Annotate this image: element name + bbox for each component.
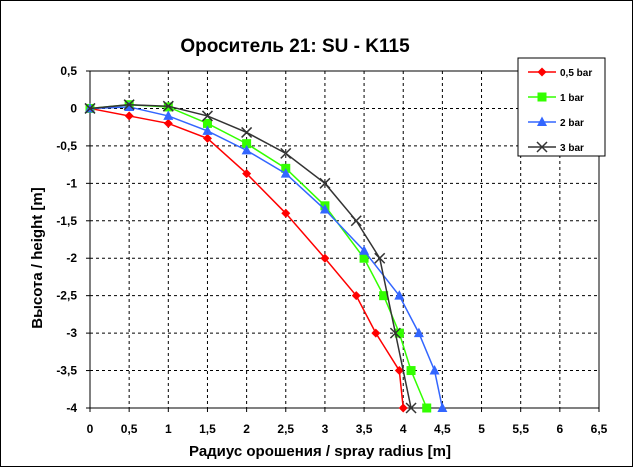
legend-marker: [536, 141, 548, 153]
data-point-0: [398, 403, 408, 413]
x-tick-label: 0: [87, 422, 94, 436]
data-point-0: [371, 328, 381, 338]
data-point-2: [280, 168, 291, 178]
legend-marker: [537, 116, 547, 126]
legend-label: 1 bar: [560, 93, 584, 104]
y-tick-label: -1,5: [56, 214, 77, 228]
data-point-2: [437, 402, 448, 412]
legend-label: 0,5 bar: [560, 68, 592, 79]
series-line-2: [89, 106, 444, 409]
tick-labels: 0 0,5 1 1,5 2 2,5 3 3,5 4 4,5 5 5,5 6 6,5 0,5 0 -0,5 -1 -1…: [56, 64, 607, 436]
data-point-0: [394, 366, 404, 376]
data-point-2: [124, 101, 135, 111]
series-2: [85, 101, 448, 412]
data-point-0: [242, 169, 252, 179]
x-tick-label: 4,5: [434, 422, 451, 436]
data-point-0: [281, 208, 291, 218]
data-point-3: [123, 99, 135, 111]
data-point-1: [202, 118, 212, 128]
data-point-2: [319, 204, 330, 214]
data-point-2: [359, 245, 370, 255]
data-point-1: [422, 403, 432, 413]
data-point-0: [320, 253, 330, 263]
x-tick-label: 6: [557, 422, 564, 436]
data-point-1: [379, 291, 389, 301]
series-0: [85, 103, 408, 413]
legend-label: 3 bar: [560, 143, 584, 154]
y-tick-label: -2,5: [56, 289, 77, 303]
chart-title: Ороситель 21: SU - K115: [180, 36, 410, 57]
x-tick-label: 2,5: [277, 422, 294, 436]
y-tick-label: -3,5: [56, 364, 77, 378]
y-tick-label: -0,5: [56, 139, 77, 153]
x-tick-label: 6,5: [591, 422, 608, 436]
x-tick-label: 1,5: [199, 422, 216, 436]
data-point-3: [405, 402, 417, 414]
y-tick-label: -1: [66, 176, 77, 190]
data-point-3: [374, 252, 386, 264]
legend: 0,5 bar 1 bar 2 bar 3 bar: [517, 57, 606, 157]
data-point-3: [162, 100, 174, 112]
y-axis-label: Высота / height [m]: [29, 187, 46, 328]
legend-marker: [537, 67, 547, 77]
data-point-3: [319, 177, 331, 189]
data-point-2: [241, 144, 252, 155]
y-tick-label: 0,5: [60, 64, 77, 78]
data-point-3: [350, 215, 362, 227]
data-point-1: [406, 366, 416, 376]
data-point-0: [163, 118, 173, 128]
x-tick-label: 0,5: [121, 422, 138, 436]
data-point-0: [202, 133, 212, 143]
x-tick-label: 5,5: [512, 422, 529, 436]
series-3: [84, 99, 417, 414]
data-point-0: [351, 291, 361, 301]
data-point-2: [413, 327, 424, 338]
x-axis-label: Радиус орошения / spray radius [m]: [189, 443, 451, 460]
x-tick-label: 2: [243, 422, 250, 436]
legend-marker: [537, 92, 547, 102]
y-tick-label: -2: [66, 251, 77, 265]
legend-label: 2 bar: [560, 118, 584, 129]
y-tick-label: -3: [66, 326, 77, 340]
data-point-3: [241, 126, 253, 138]
x-tick-label: 4: [400, 422, 407, 436]
data-point-2: [202, 125, 213, 135]
series-layer: [84, 99, 448, 414]
data-point-3: [201, 110, 213, 122]
plot-area: [89, 70, 600, 409]
y-tick-label: -4: [66, 401, 77, 415]
data-point-1: [359, 253, 369, 263]
data-point-3: [280, 147, 292, 159]
y-tick-label: 0: [70, 101, 77, 115]
data-point-3: [84, 102, 96, 114]
data-point-2: [394, 290, 405, 300]
legend-box: [517, 57, 606, 157]
series-line-1: [89, 103, 428, 409]
x-tick-label: 1: [165, 422, 172, 436]
x-tick-label: 5: [478, 422, 485, 436]
data-point-2: [163, 110, 174, 120]
data-point-1: [242, 139, 252, 149]
data-point-2: [429, 365, 440, 375]
data-point-1: [394, 328, 404, 338]
x-tick-label: 3,5: [356, 422, 373, 436]
data-point-0: [124, 111, 134, 121]
x-tick-label: 3: [322, 422, 329, 436]
data-point-3: [389, 327, 401, 339]
